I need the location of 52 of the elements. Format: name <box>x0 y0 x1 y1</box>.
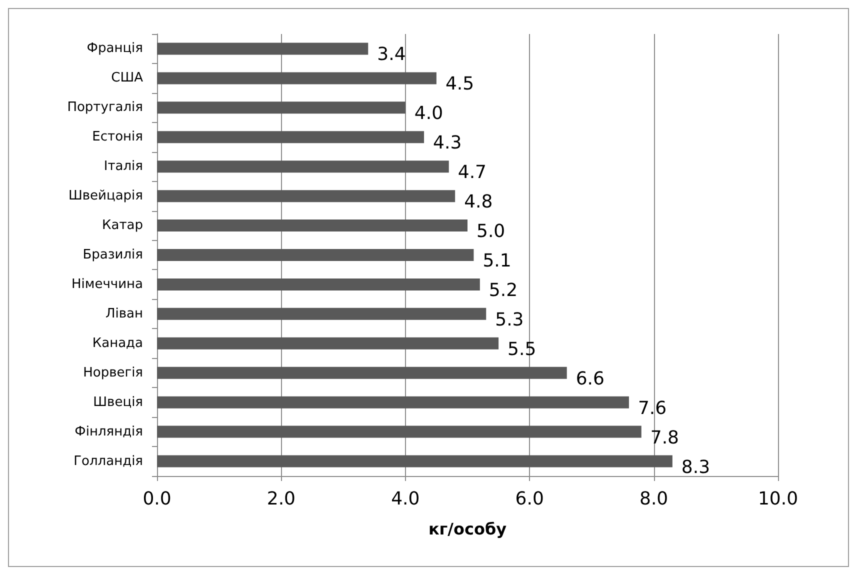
data-label: 5.0 <box>476 221 506 242</box>
data-label: 4.3 <box>433 132 462 154</box>
data-label: 8.3 <box>681 456 710 478</box>
y-tick-label: Бразилія <box>82 248 143 262</box>
y-tick-label: Естонія <box>92 130 143 145</box>
bar <box>157 249 474 261</box>
bar <box>157 131 424 144</box>
y-tick-label: Норвегія <box>83 365 143 380</box>
data-label: 7.8 <box>650 427 680 448</box>
x-axis-title: кг/особу <box>428 520 508 538</box>
x-tick-label: 4.0 <box>391 488 420 510</box>
y-tick-label: Італія <box>104 159 143 174</box>
bar <box>157 396 629 408</box>
data-label: 6.6 <box>576 368 604 390</box>
x-tick-label: 10.0 <box>758 488 798 510</box>
y-tick-label: Португалія <box>67 100 143 116</box>
data-label: 3.4 <box>377 44 406 66</box>
y-tick-label: Німеччина <box>72 276 143 292</box>
bar <box>157 102 406 114</box>
bar <box>157 455 672 468</box>
x-tick-label: 6.0 <box>515 488 544 510</box>
bar <box>157 308 486 320</box>
y-tick-label: Канада <box>92 336 143 351</box>
bar <box>157 278 480 290</box>
y-tick-label: Франція <box>86 41 143 56</box>
y-tick-label: Швейцарія <box>68 188 143 204</box>
bar <box>157 337 499 350</box>
x-tick-label: 2.0 <box>266 488 296 510</box>
bar <box>157 160 449 173</box>
y-tick-label: Голландія <box>74 454 143 469</box>
x-tick-label: 0.0 <box>142 488 172 510</box>
data-label: 7.6 <box>638 398 667 419</box>
x-tick-label: 8.0 <box>639 488 668 510</box>
bar <box>157 190 456 202</box>
bar <box>157 42 368 55</box>
data-label: 5.1 <box>482 250 512 272</box>
bar <box>157 220 468 232</box>
y-tick-label: Швеція <box>93 394 143 410</box>
data-label: 5.3 <box>495 309 524 330</box>
bar <box>157 426 642 438</box>
bar <box>157 366 567 379</box>
data-label: 4.7 <box>458 162 487 184</box>
data-label: 4.8 <box>464 192 493 213</box>
data-label: 5.5 <box>508 338 536 360</box>
y-tick-label: Фінляндія <box>74 424 143 440</box>
data-label: 5.2 <box>488 280 518 301</box>
y-tick-label: Катар <box>102 218 143 234</box>
y-tick-label: Ліван <box>105 306 143 322</box>
bar <box>157 72 436 84</box>
y-tick-label: США <box>111 70 144 86</box>
data-label: 4.5 <box>445 74 474 95</box>
data-label: 4.0 <box>414 103 444 124</box>
